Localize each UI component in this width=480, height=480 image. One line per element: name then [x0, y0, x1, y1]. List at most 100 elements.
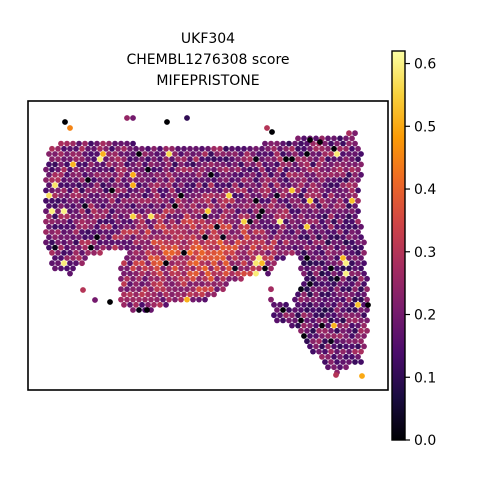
spot-point: [109, 229, 115, 235]
spot-point: [121, 301, 127, 308]
spot-point: [196, 234, 202, 241]
spot-point: [58, 140, 64, 147]
spot-point: [91, 197, 97, 204]
spot-point: [346, 140, 352, 147]
spot-point: [337, 312, 343, 319]
spot-point: [61, 208, 67, 215]
spot-point: [223, 270, 229, 277]
spot-point: [142, 213, 148, 220]
spot-point: [178, 275, 184, 282]
spot-point: [226, 255, 232, 261]
spot-point: [79, 177, 85, 183]
spot-point: [142, 244, 148, 251]
spot-point: [343, 229, 349, 235]
spot-point: [298, 307, 304, 313]
spot-point: [325, 177, 331, 183]
spot-point: [247, 239, 253, 246]
spot-point: [130, 223, 136, 230]
spot-point: [241, 218, 247, 225]
spot-point: [148, 265, 154, 272]
spot-point: [136, 192, 142, 199]
spot-point: [145, 291, 151, 298]
spot-point: [70, 255, 76, 261]
spot-point: [250, 265, 256, 272]
spot-point: [250, 171, 256, 178]
spot-point: [193, 270, 199, 277]
spot-point: [208, 151, 214, 157]
spot-point: [121, 177, 127, 183]
spot-point: [355, 333, 361, 339]
spot-point: [307, 166, 313, 173]
spot-point: [76, 203, 82, 209]
spot-point: [151, 281, 157, 287]
spot-point: [352, 171, 358, 178]
spot-point: [115, 208, 121, 215]
spot-point: [223, 229, 229, 235]
spot-point: [343, 353, 349, 360]
spot-point: [64, 151, 70, 157]
spot-point: [205, 187, 211, 194]
spot-point: [109, 166, 115, 173]
spot-point: [157, 291, 163, 298]
spot-point: [130, 192, 136, 199]
spot-point: [274, 213, 280, 220]
spot-point: [88, 140, 94, 147]
spot-point: [355, 343, 361, 350]
spot-point: [250, 182, 256, 189]
spot-point: [103, 218, 109, 225]
spot-point: [235, 177, 241, 183]
spot-point: [328, 161, 334, 168]
spot-point: [247, 166, 253, 173]
spot-point: [235, 156, 241, 163]
spot-point: [325, 229, 331, 235]
spot-point: [82, 192, 88, 199]
spot-point: [325, 260, 331, 267]
spot-point: [298, 171, 304, 178]
spot-point: [145, 218, 151, 225]
spot-point: [238, 275, 244, 282]
spot-point: [148, 203, 154, 209]
spot-point: [334, 296, 340, 303]
spot-point: [100, 203, 106, 209]
spot-point: [349, 177, 355, 183]
spot-point: [109, 187, 115, 194]
spot-point: [145, 239, 151, 246]
spot-point: [355, 229, 361, 235]
spot-point: [187, 291, 193, 298]
spot-point: [349, 249, 355, 256]
spot-point: [139, 239, 145, 246]
spot-point: [202, 244, 208, 251]
spot-point: [133, 208, 139, 215]
spot-point: [175, 270, 181, 277]
spot-point: [241, 239, 247, 246]
spot-point: [202, 275, 208, 282]
spot-point: [331, 301, 337, 308]
spot-point: [328, 223, 334, 230]
spot-point: [328, 338, 334, 345]
spot-point: [229, 187, 235, 194]
spot-point: [109, 197, 115, 204]
spot-point: [73, 177, 79, 183]
spot-point: [112, 151, 118, 157]
spot-point: [55, 208, 61, 215]
spot-point: [319, 218, 325, 225]
spot-point: [214, 265, 220, 272]
spot-point: [193, 166, 199, 173]
spot-point: [244, 244, 250, 251]
spot-point: [127, 270, 133, 277]
spot-point: [187, 218, 193, 225]
spot-point: [310, 327, 316, 334]
spot-point: [97, 239, 103, 246]
spot-point: [280, 151, 286, 157]
spot-point: [196, 203, 202, 209]
spot-point: [118, 286, 124, 293]
spot-point: [337, 270, 343, 277]
spot-point: [358, 171, 364, 178]
spot-point: [136, 244, 142, 251]
spot-point: [121, 145, 127, 152]
spot-point: [157, 187, 163, 194]
spot-point: [256, 192, 262, 199]
spot-point: [49, 156, 55, 163]
spot-point: [43, 239, 49, 246]
spot-point: [214, 244, 220, 251]
